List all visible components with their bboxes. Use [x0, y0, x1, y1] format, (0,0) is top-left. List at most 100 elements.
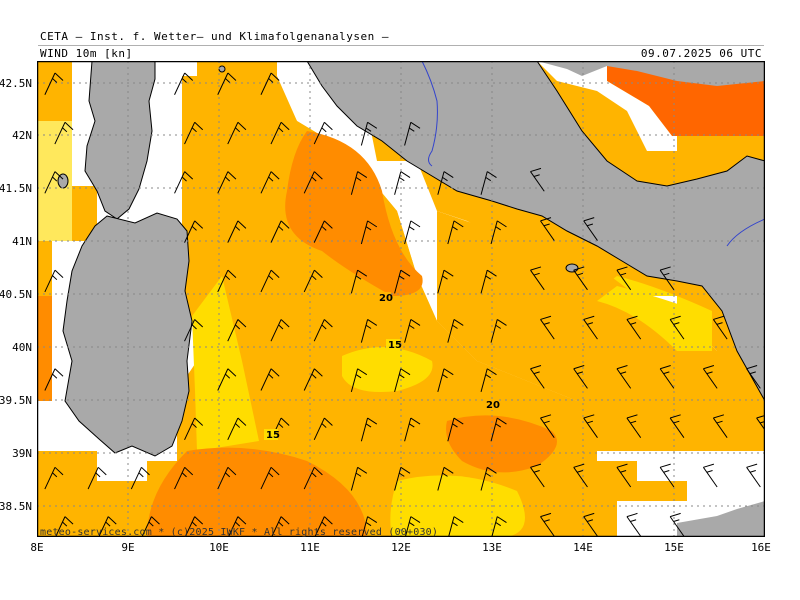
wind-barb-flag [365, 324, 372, 329]
lat-grid [37, 82, 765, 507]
wind-barb-flag [713, 414, 725, 419]
wind-barb-flag [746, 463, 758, 468]
wind-barb-flag [716, 420, 723, 424]
wind-barb-flag [280, 516, 290, 525]
wind-barb [270, 220, 282, 243]
wind-barb-flag [367, 516, 378, 524]
wind-barb-flag [107, 516, 117, 525]
lon-grid [127, 61, 675, 537]
wind-barb [270, 319, 282, 342]
wind-barb [184, 220, 196, 243]
wind-barb-flag [485, 472, 492, 477]
wind-barb [616, 368, 632, 389]
wind-barb-flag [95, 472, 101, 478]
wind-barb-flag [52, 275, 58, 281]
wind-barb-flag [703, 365, 715, 370]
wind-barb-flag [367, 319, 378, 326]
wind-barb-flag [586, 223, 594, 227]
wind-barb [626, 417, 642, 438]
lon-label: 15E [664, 541, 684, 554]
wind-barb-flag [576, 470, 584, 473]
wind-barb-flag [486, 171, 497, 178]
wind-barb-flag [583, 512, 595, 518]
wind-barb [490, 319, 498, 343]
wind-barb-flag [573, 365, 585, 370]
wind-barb-flag [749, 470, 756, 473]
river [421, 61, 438, 167]
wind-barb-flag [314, 171, 323, 180]
wind-barb-flag [268, 275, 274, 281]
wind-barb-flag [673, 519, 680, 523]
wind-barb [616, 269, 632, 291]
wind-barb-flag [496, 516, 507, 524]
wind-barb-flag [540, 217, 552, 222]
wind-barb [573, 269, 588, 291]
wind-barb-flag [495, 226, 502, 231]
wind-barb [227, 319, 239, 342]
wind-barb [227, 417, 239, 440]
wind-barb-flag [314, 368, 323, 377]
wind-barb [447, 220, 455, 245]
wind-barb-flag [543, 519, 550, 523]
wind-barb-flag [670, 512, 681, 518]
wind-zone-dark [446, 415, 557, 473]
wind-barb-flag [54, 269, 64, 279]
wind-barb-flag [52, 176, 58, 182]
wind-barb-flag [54, 368, 64, 377]
lon-label: 12E [391, 541, 411, 554]
wind-barb-flag [138, 472, 144, 478]
wind-barb-flag [324, 220, 333, 229]
contour-label: 15 [266, 430, 280, 441]
wind-barb-flag [443, 269, 454, 277]
wind-barb-flag [485, 374, 492, 379]
wind-barb [583, 516, 598, 537]
wind-barb-flag [355, 176, 362, 182]
wind-barb-flag [237, 417, 247, 426]
wind-barb-flag [235, 324, 241, 330]
wind-barb [659, 368, 675, 389]
wind-barb-flag [620, 371, 627, 375]
wind-barb-flag [270, 72, 280, 81]
wind-barb-flag [311, 472, 317, 478]
map-frame [37, 61, 765, 537]
wind-barb-flag [278, 521, 284, 527]
wind-barb-flag [452, 226, 458, 231]
wind-barb-flag [311, 275, 317, 281]
variable-label: WIND 10m [kn] [40, 47, 133, 60]
wind-barb-flag [237, 121, 247, 131]
wind-barb-flag [278, 127, 284, 133]
wind-barb [437, 270, 445, 294]
wind-zone-light [597, 286, 712, 351]
valid-time-label: 09.07.2025 06 UTC [640, 47, 762, 60]
wind-barb-flag [530, 167, 542, 173]
wind-barb-flag [398, 472, 405, 477]
wind-barb-flag [626, 512, 638, 518]
wind-barb-flag [616, 365, 628, 370]
wind-barb-flag [660, 463, 671, 468]
wind-barb-flag [485, 275, 492, 280]
wind-barb-flag [357, 368, 368, 376]
wind-barb [404, 220, 412, 245]
wind-barb-flag [235, 127, 241, 133]
wind-barb-flag [400, 171, 411, 178]
wind-barb [616, 467, 632, 488]
wind-barb-flag [181, 78, 187, 83]
wind-barb [350, 368, 359, 393]
wind-barb-flag [530, 463, 542, 468]
wind-barb-flag [630, 420, 637, 424]
sardinia-land [62, 212, 193, 457]
wind-barb-flag [151, 516, 160, 525]
wind-barb-flag [268, 472, 274, 478]
wind-barb-flag [365, 127, 372, 132]
lat-label: 42N [12, 129, 32, 142]
wind-barb [530, 467, 545, 488]
wind-barb-flag [410, 319, 421, 326]
wind-barb-flag [367, 417, 378, 425]
wind-barb-flag [314, 269, 323, 279]
wind-barb [260, 467, 272, 490]
wind-barb [490, 417, 498, 442]
wind-barb-flag [227, 72, 237, 81]
wind-barb [98, 516, 109, 537]
wind-barb [394, 368, 402, 393]
wind-barb-flag [410, 220, 421, 228]
